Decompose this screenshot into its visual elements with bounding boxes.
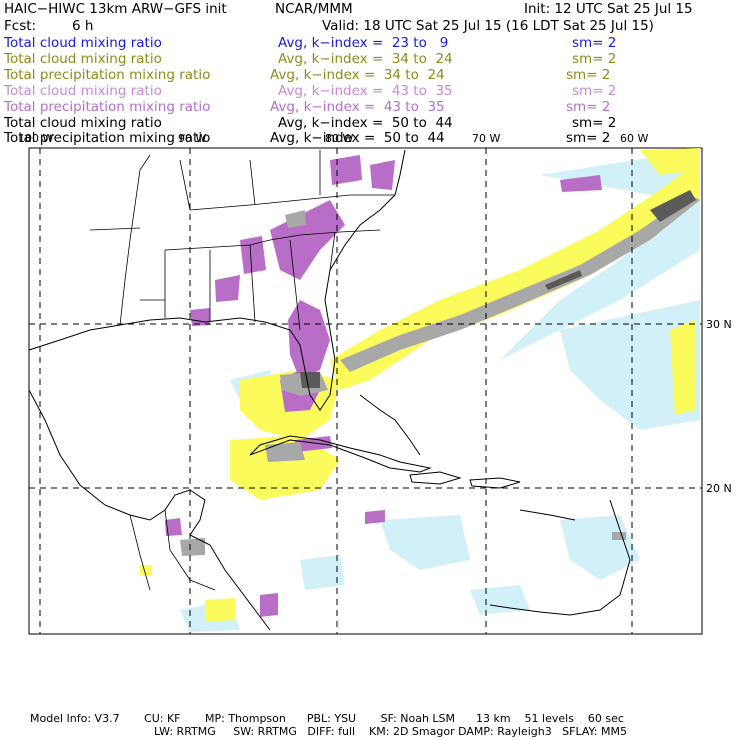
political-borders bbox=[89, 150, 395, 591]
field-5-sm: sm= 2 bbox=[566, 99, 611, 115]
field-5-avg: Avg, k−index = 43 to 35 bbox=[270, 99, 445, 115]
field-2-name: Total cloud mixing ratio bbox=[4, 51, 162, 67]
field-5-name: Total precipitation mixing ratio bbox=[4, 99, 211, 115]
coastlines bbox=[28, 149, 631, 631]
forecast-label: Fcst: bbox=[4, 18, 37, 34]
footer-physics-info: LW: RRTMG SW: RRTMG DIFF: full KM: 2D Sm… bbox=[154, 725, 627, 738]
init-time: Init: 12 UTC Sat 25 Jul 15 bbox=[524, 1, 693, 17]
field-3-name: Total precipitation mixing ratio bbox=[4, 67, 211, 83]
field-6-avg: Avg, k−index = 50 to 44 bbox=[278, 115, 453, 131]
field-7-name: Total precipitation mixing ratio bbox=[4, 130, 211, 146]
field-2-sm: sm= 2 bbox=[572, 51, 617, 67]
forecast-value: 6 h bbox=[72, 18, 94, 34]
dark-cloud-core bbox=[300, 190, 696, 388]
field-2-avg: Avg, k−index = 34 to 24 bbox=[278, 51, 453, 67]
lon-label-100w: 100 W bbox=[18, 132, 54, 145]
field-7-sm: sm= 2 bbox=[566, 130, 611, 146]
field-4-name: Total cloud mixing ratio bbox=[4, 83, 162, 99]
lat-label-30n: 30 N bbox=[706, 318, 732, 331]
lon-label-60w: 60 W bbox=[620, 132, 649, 145]
model-title: HAIC−HIWC 13km ARW−GFS init bbox=[4, 1, 227, 17]
field-1-avg: Avg, k−index = 23 to 9 bbox=[278, 35, 449, 51]
field-3-sm: sm= 2 bbox=[566, 67, 611, 83]
field-7-avg: Avg, k−index = 50 to 44 bbox=[270, 130, 445, 146]
field-4-avg: Avg, k−index = 43 to 35 bbox=[278, 83, 453, 99]
lat-label-20n: 20 N bbox=[706, 482, 732, 495]
field-4-sm: sm= 2 bbox=[572, 83, 617, 99]
field-6-sm: sm= 2 bbox=[572, 115, 617, 131]
lon-label-80w: 80 W bbox=[325, 132, 354, 145]
field-3-avg: Avg, k−index = 34 to 24 bbox=[270, 67, 445, 83]
lon-label-70w: 70 W bbox=[472, 132, 501, 145]
field-1-name: Total cloud mixing ratio bbox=[4, 35, 162, 51]
lat-lon-grid bbox=[29, 148, 702, 634]
field-6-name: Total cloud mixing ratio bbox=[4, 115, 162, 131]
lon-label-90w: 90 W bbox=[178, 132, 207, 145]
field-1-sm: sm= 2 bbox=[572, 35, 617, 51]
valid-time: Valid: 18 UTC Sat 25 Jul 15 (16 LDT Sat … bbox=[322, 18, 654, 34]
model-center: NCAR/MMM bbox=[275, 1, 353, 17]
footer-model-info: Model Info: V3.7 CU: KF MP: Thompson PBL… bbox=[30, 712, 624, 725]
